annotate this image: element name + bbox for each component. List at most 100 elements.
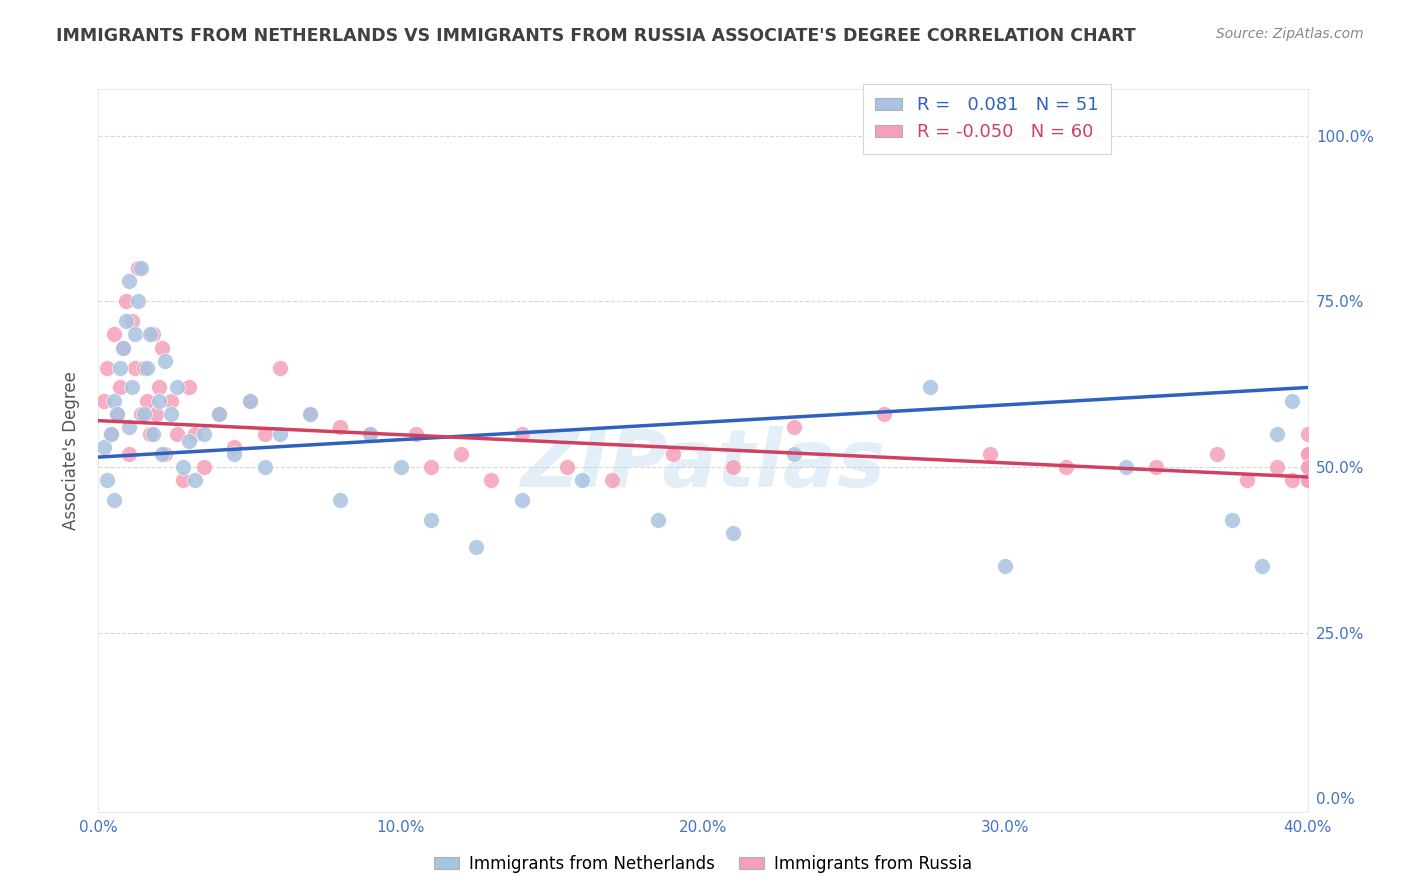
Point <box>1054 460 1077 475</box>
Point <box>153 354 176 368</box>
Point <box>239 393 262 408</box>
Text: IMMIGRANTS FROM NETHERLANDS VS IMMIGRANTS FROM RUSSIA ASSOCIATE'S DEGREE CORRELA: IMMIGRANTS FROM NETHERLANDS VS IMMIGRANT… <box>56 27 1136 45</box>
Point <box>166 380 188 394</box>
Point <box>172 473 194 487</box>
Point <box>103 327 125 342</box>
Point <box>114 294 136 309</box>
Point <box>253 426 276 441</box>
Point <box>135 393 157 408</box>
Point <box>118 275 141 289</box>
Point <box>150 341 173 355</box>
Point <box>555 460 578 475</box>
Point <box>1296 473 1319 487</box>
Point <box>184 473 207 487</box>
Point <box>360 426 382 441</box>
Point <box>979 447 1001 461</box>
Point <box>420 460 443 475</box>
Point <box>239 393 262 408</box>
Point <box>510 493 533 508</box>
Point <box>1296 473 1319 487</box>
Point <box>108 360 131 375</box>
Point <box>571 473 593 487</box>
Point <box>1236 473 1258 487</box>
Point <box>100 426 122 441</box>
Point <box>1281 473 1303 487</box>
Point <box>1296 447 1319 461</box>
Point <box>1296 426 1319 441</box>
Point <box>160 393 183 408</box>
Point <box>1146 460 1168 475</box>
Point <box>96 473 118 487</box>
Point <box>121 380 143 394</box>
Point <box>111 341 134 355</box>
Point <box>132 360 155 375</box>
Point <box>1267 460 1289 475</box>
Y-axis label: Associate's Degree: Associate's Degree <box>62 371 80 530</box>
Point <box>142 327 165 342</box>
Point <box>208 407 231 421</box>
Point <box>124 360 146 375</box>
Point <box>299 407 322 421</box>
Point <box>602 473 624 487</box>
Point <box>121 314 143 328</box>
Point <box>1115 460 1137 475</box>
Point <box>179 380 201 394</box>
Point <box>139 327 162 342</box>
Point <box>269 426 291 441</box>
Point <box>111 341 134 355</box>
Point <box>139 426 162 441</box>
Legend: Immigrants from Netherlands, Immigrants from Russia: Immigrants from Netherlands, Immigrants … <box>427 848 979 880</box>
Point <box>179 434 201 448</box>
Point <box>135 360 157 375</box>
Point <box>124 327 146 342</box>
Point <box>172 460 194 475</box>
Point <box>450 447 472 461</box>
Point <box>269 360 291 375</box>
Point <box>184 426 207 441</box>
Point <box>224 447 246 461</box>
Point <box>114 314 136 328</box>
Point <box>360 426 382 441</box>
Point <box>661 447 683 461</box>
Point <box>329 493 352 508</box>
Point <box>142 426 165 441</box>
Point <box>93 393 115 408</box>
Point <box>208 407 231 421</box>
Point <box>166 426 188 441</box>
Point <box>1296 447 1319 461</box>
Point <box>465 540 488 554</box>
Point <box>129 261 152 276</box>
Point <box>1296 460 1319 475</box>
Point <box>129 407 152 421</box>
Point <box>118 420 141 434</box>
Point <box>160 407 183 421</box>
Point <box>723 460 745 475</box>
Point <box>193 426 215 441</box>
Point <box>1220 513 1243 527</box>
Point <box>481 473 503 487</box>
Point <box>96 360 118 375</box>
Point <box>132 407 155 421</box>
Point <box>1251 559 1274 574</box>
Point <box>873 407 896 421</box>
Point <box>105 407 128 421</box>
Point <box>253 460 276 475</box>
Point <box>1267 426 1289 441</box>
Point <box>783 447 806 461</box>
Point <box>1296 460 1319 475</box>
Point <box>103 393 125 408</box>
Point <box>389 460 412 475</box>
Point <box>108 380 131 394</box>
Point <box>783 420 806 434</box>
Point <box>103 493 125 508</box>
Point <box>329 420 352 434</box>
Point <box>127 261 149 276</box>
Point <box>647 513 669 527</box>
Point <box>723 526 745 541</box>
Legend: R =   0.081   N = 51, R = -0.050   N = 60: R = 0.081 N = 51, R = -0.050 N = 60 <box>863 84 1111 154</box>
Point <box>510 426 533 441</box>
Point <box>105 407 128 421</box>
Point <box>1281 393 1303 408</box>
Point <box>148 380 170 394</box>
Point <box>405 426 427 441</box>
